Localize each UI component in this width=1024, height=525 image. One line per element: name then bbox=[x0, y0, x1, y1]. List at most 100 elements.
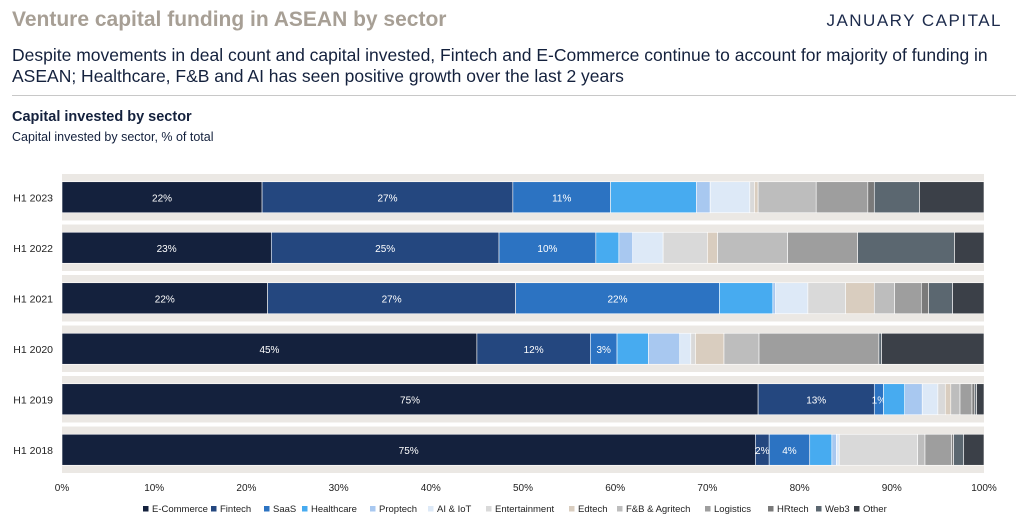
legend-item: Proptech bbox=[379, 504, 417, 515]
bar-segment bbox=[924, 433, 953, 466]
bar-segment bbox=[867, 181, 875, 214]
bar-segment bbox=[768, 433, 811, 466]
bar-segment bbox=[838, 433, 918, 466]
bar-segment bbox=[758, 332, 880, 365]
x-tick-label: 60% bbox=[605, 483, 625, 494]
legend-swatch bbox=[264, 506, 270, 512]
x-tick-label: 70% bbox=[697, 483, 717, 494]
bar-segment bbox=[883, 383, 906, 416]
x-tick-label: 100% bbox=[971, 483, 997, 494]
bar-segment bbox=[618, 231, 634, 264]
bar-segment bbox=[498, 231, 597, 264]
x-tick-label: 90% bbox=[882, 483, 902, 494]
bar-segment bbox=[815, 181, 869, 214]
category-label: H1 2023 bbox=[13, 192, 53, 204]
data-label: 27% bbox=[377, 193, 397, 204]
legend-item: Entertainment bbox=[495, 504, 555, 515]
x-tick-label: 20% bbox=[236, 483, 256, 494]
legend-swatch bbox=[143, 506, 149, 512]
bar-segment bbox=[757, 383, 875, 416]
data-label: 45% bbox=[259, 345, 279, 356]
legend-swatch bbox=[370, 506, 376, 512]
category-label: H1 2019 bbox=[13, 394, 53, 406]
bar-segment bbox=[963, 433, 985, 466]
legend-swatch bbox=[768, 506, 774, 512]
legend-item: Logistics bbox=[714, 504, 751, 515]
bar-segment bbox=[662, 231, 708, 264]
x-tick-label: 0% bbox=[55, 483, 70, 494]
bar-segment bbox=[809, 433, 833, 466]
bar-segment bbox=[904, 383, 923, 416]
bar-segment bbox=[61, 383, 759, 416]
bar-segment bbox=[894, 282, 922, 315]
bar-segment bbox=[772, 282, 776, 315]
category-label: H1 2018 bbox=[13, 445, 53, 457]
data-label: 25% bbox=[375, 244, 395, 255]
data-label: 10% bbox=[537, 244, 557, 255]
legend-swatch bbox=[617, 506, 623, 512]
bar-segment bbox=[595, 231, 620, 264]
bar-segment bbox=[807, 282, 847, 315]
bar-segment bbox=[976, 383, 985, 416]
bar-segment bbox=[953, 433, 965, 466]
bar-segment bbox=[775, 282, 809, 315]
bar-segment bbox=[954, 231, 985, 264]
bar-segment bbox=[831, 433, 837, 466]
legend-swatch bbox=[816, 506, 822, 512]
chart-title: Capital invested by sector bbox=[12, 109, 192, 125]
header-divider bbox=[12, 95, 1016, 96]
bar-segment bbox=[921, 383, 939, 416]
bar-segment bbox=[61, 332, 478, 365]
bar-segment bbox=[476, 332, 591, 365]
data-label: 23% bbox=[157, 244, 177, 255]
legend-swatch bbox=[302, 506, 308, 512]
bar-segment bbox=[717, 231, 788, 264]
bar-segment bbox=[749, 181, 755, 214]
chart-subtitle: Capital invested by sector, % of total bbox=[12, 130, 214, 144]
bar-segment bbox=[515, 282, 720, 315]
data-label: 22% bbox=[607, 294, 627, 305]
legend-item: AI & IoT bbox=[437, 504, 472, 515]
bar-segment bbox=[754, 181, 759, 214]
x-tick-label: 40% bbox=[421, 483, 441, 494]
bar-segment bbox=[950, 383, 961, 416]
data-label: 75% bbox=[400, 395, 420, 406]
x-tick-label: 30% bbox=[329, 483, 349, 494]
bar-segment bbox=[707, 231, 718, 264]
bar-segment bbox=[690, 332, 696, 365]
data-label: 2% bbox=[755, 446, 770, 457]
legend-item: Web3 bbox=[825, 504, 850, 515]
bar-segment bbox=[61, 433, 756, 466]
bar-segment bbox=[616, 332, 649, 365]
legend-item: SaaS bbox=[273, 504, 296, 515]
bar-segment bbox=[648, 332, 681, 365]
legend-swatch bbox=[211, 506, 217, 512]
data-label: 1% bbox=[872, 395, 887, 406]
bar-segment bbox=[61, 231, 272, 264]
bar-segment bbox=[952, 282, 985, 315]
bar-segment bbox=[878, 332, 882, 365]
bar-segment bbox=[632, 231, 664, 264]
bar-segment bbox=[928, 282, 953, 315]
bar-segment bbox=[610, 181, 697, 214]
bar-segment bbox=[723, 332, 760, 365]
category-label: H1 2021 bbox=[13, 293, 53, 305]
legend-item: HRtech bbox=[777, 504, 809, 515]
bar-segment bbox=[921, 282, 929, 315]
category-label: H1 2020 bbox=[13, 344, 53, 356]
category-label: H1 2022 bbox=[13, 243, 53, 255]
legend-item: Fintech bbox=[220, 504, 251, 515]
legend-swatch bbox=[486, 506, 492, 512]
data-label: 22% bbox=[155, 294, 175, 305]
bar-segment bbox=[836, 433, 840, 466]
bar-segment bbox=[709, 181, 751, 214]
data-label: 12% bbox=[524, 345, 544, 356]
legend-item: Other bbox=[863, 504, 887, 515]
bar-segment bbox=[857, 231, 955, 264]
bar-segment bbox=[971, 383, 976, 416]
legend-item: E-Commerce bbox=[152, 504, 208, 515]
bar-segment bbox=[757, 181, 817, 214]
bar-segment bbox=[937, 383, 946, 416]
data-label: 13% bbox=[806, 395, 826, 406]
